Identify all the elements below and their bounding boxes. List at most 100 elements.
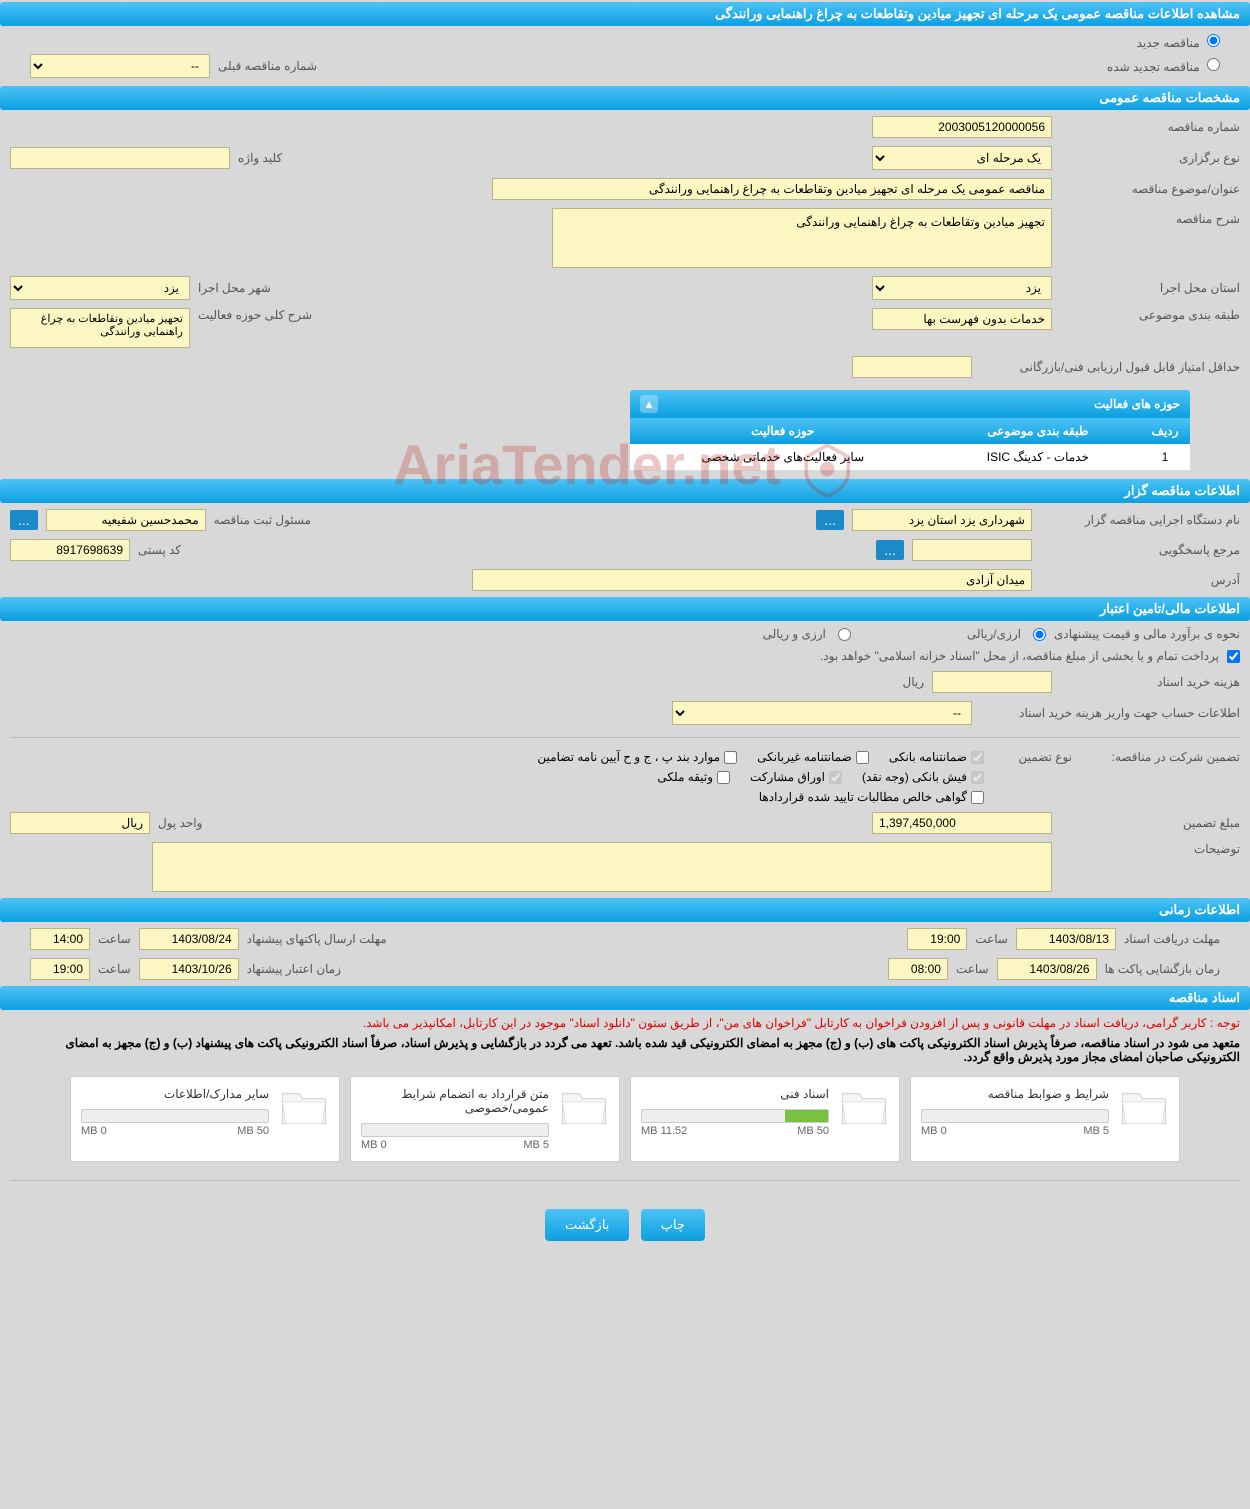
guarantee-label: تضمین شرکت در مناقصه:	[1080, 750, 1240, 764]
col-activity: حوزه فعالیت	[630, 418, 936, 444]
radio-rial[interactable]	[1033, 628, 1046, 641]
section-financial: اطلاعات مالی/تامین اعتبار	[0, 597, 1250, 621]
respondent-label: مرجع پاسخگویی	[1040, 543, 1240, 557]
activity-scope-label: شرح کلی حوزه فعالیت	[198, 308, 312, 322]
cb-bond-items[interactable]	[724, 751, 737, 764]
currency-label: واحد پول	[158, 816, 202, 830]
registrar-label: مسئول ثبت مناقصه	[214, 513, 311, 527]
divider	[10, 737, 1240, 738]
print-button[interactable]: چاپ	[641, 1209, 705, 1241]
keyword-input[interactable]	[10, 147, 230, 169]
org-name-value: شهرداری یزد استان یزد	[852, 509, 1032, 531]
progress-bar	[81, 1109, 269, 1123]
amount-value: 1,397,450,000	[872, 812, 1052, 834]
activity-title-text: حوزه های فعالیت	[1094, 397, 1180, 411]
estimate-label: نحوه ی برآورد مالی و قیمت پیشنهادی	[1054, 627, 1240, 641]
opening-time: 08:00	[888, 958, 948, 980]
cb-bank-guarantee[interactable]	[971, 751, 984, 764]
activity-scope-value[interactable]: تجهیز میادین وتقاطعات به چراغ راهنمایی و…	[10, 308, 190, 348]
prev-tender-select[interactable]: --	[30, 54, 210, 78]
section-timing: اطلاعات زمانی	[0, 898, 1250, 922]
notes-value	[152, 842, 1052, 892]
activity-table: ردیف طبقه بندی موضوعی حوزه فعالیت 1 خدما…	[630, 418, 1190, 471]
subject-label: عنوان/موضوع مناقصه	[1060, 182, 1240, 196]
folder-icon	[559, 1087, 609, 1127]
type-select[interactable]: یک مرحله ای	[872, 146, 1052, 170]
cb-bank-receipt[interactable]	[971, 771, 984, 784]
postal-value: 8917698639	[10, 539, 130, 561]
desc-label: شرح مناقصه	[1060, 208, 1240, 226]
category-label: طبقه بندی موضوعی	[1060, 308, 1240, 322]
registrar-lookup-button[interactable]: ...	[10, 510, 38, 530]
respondent-lookup-button[interactable]: ...	[876, 540, 904, 560]
city-label: شهر محل اجرا	[198, 281, 271, 295]
doc-note-2: متعهد می شود در اسناد مناقصه، صرفاً پذیر…	[0, 1034, 1250, 1066]
validity-time: 19:00	[30, 958, 90, 980]
opening-date: 1403/08/26	[997, 958, 1097, 980]
radio-new-label: مناقصه جدید	[1137, 36, 1200, 50]
org-lookup-button[interactable]: ...	[816, 510, 844, 530]
city-select[interactable]: یزد	[10, 276, 190, 300]
table-row: 1 خدمات - کدینگ ISIC سایر فعالیت‌های خدم…	[630, 444, 1190, 471]
respondent-input[interactable]	[912, 539, 1032, 561]
cb-property[interactable]	[717, 771, 730, 784]
currency-option-label: ارزی و ریالی	[763, 627, 826, 641]
collapse-icon[interactable]: ▴	[640, 395, 658, 413]
currency-value: ریال	[10, 812, 150, 834]
folder-icon	[1119, 1087, 1169, 1127]
receive-date: 1403/08/13	[1016, 928, 1116, 950]
org-name-label: نام دستگاه اجرایی مناقصه گزار	[1040, 513, 1240, 527]
min-score-label: حداقل امتیاز قابل قبول ارزیابی فنی/بازرگ…	[980, 360, 1240, 374]
doc-note-1: توجه : کاربر گرامی، دریافت اسناد در مهلت…	[0, 1012, 1250, 1034]
address-value: میدان آزادی	[472, 569, 1032, 591]
doc-cost-unit: ریال	[902, 675, 924, 689]
min-score-input[interactable]	[852, 356, 972, 378]
folder-icon	[839, 1087, 889, 1127]
doc-card[interactable]: متن قرارداد به انضمام شرایط عمومی/خصوصی …	[350, 1076, 620, 1162]
radio-renewed-tender[interactable]	[1207, 58, 1220, 71]
subject-value: مناقصه عمومی یک مرحله ای تجهیز میادین وت…	[492, 178, 1052, 200]
submit-deadline-label: مهلت ارسال پاکتهای پیشنهاد	[247, 932, 387, 946]
prev-tender-label: شماره مناقصه قبلی	[218, 59, 317, 73]
postal-label: کد پستی	[138, 543, 181, 557]
registrar-value: محمدحسین شفیعیه	[46, 509, 206, 531]
address-label: آدرس	[1040, 573, 1240, 587]
doc-cost-label: هزینه خرید اسناد	[1060, 675, 1240, 689]
cb-securities[interactable]	[829, 771, 842, 784]
cb-nonbank-guarantee[interactable]	[856, 751, 869, 764]
rial-option-label: ارزی/ریالی	[967, 627, 1021, 641]
opening-label: زمان بازگشایی پاکت ها	[1105, 962, 1220, 976]
section-general: مشخصات مناقصه عمومی	[0, 86, 1250, 110]
validity-date: 1403/10/26	[139, 958, 239, 980]
treasury-checkbox[interactable]	[1227, 650, 1240, 663]
radio-currency[interactable]	[838, 628, 851, 641]
doc-card[interactable]: اسناد فنی 50 MB11.52 MB	[630, 1076, 900, 1162]
province-select[interactable]: یزد	[872, 276, 1052, 300]
doc-card[interactable]: شرایط و ضوابط مناقصه 5 MB0 MB	[910, 1076, 1180, 1162]
submit-date: 1403/08/24	[139, 928, 239, 950]
notes-label: توضیحات	[1060, 842, 1240, 856]
account-label: اطلاعات حساب جهت واریز هزینه خرید اسناد	[980, 706, 1240, 720]
page-title: مشاهده اطلاعات مناقصه عمومی یک مرحله ای …	[715, 6, 1240, 21]
receive-time-label: ساعت	[975, 932, 1008, 946]
activity-panel-header: حوزه های فعالیت ▴	[630, 390, 1190, 418]
radio-new-tender[interactable]	[1207, 34, 1220, 47]
receive-deadline-label: مهلت دریافت اسناد	[1124, 932, 1220, 946]
receive-time: 19:00	[907, 928, 967, 950]
divider-bottom	[10, 1180, 1240, 1181]
amount-label: مبلغ تضمین	[1060, 816, 1240, 830]
type-label: نوع برگزاری	[1060, 151, 1240, 165]
doc-card[interactable]: سایر مدارک/اطلاعات 50 MB0 MB	[70, 1076, 340, 1162]
tender-no-value: 2003005120000056	[872, 116, 1052, 138]
progress-bar	[921, 1109, 1109, 1123]
section-documents: اسناد مناقصه	[0, 986, 1250, 1010]
desc-value: تجهیز میادین وتقاطعات به چراغ راهنمایی و…	[552, 208, 1052, 268]
cb-certificate[interactable]	[971, 791, 984, 804]
tender-no-label: شماره مناقصه	[1060, 120, 1240, 134]
payment-note: پرداخت تمام و یا بخشی از مبلغ مناقصه، از…	[820, 649, 1219, 663]
back-button[interactable]: بازگشت	[545, 1209, 629, 1241]
guarantee-type-label: نوع تضمین	[992, 750, 1072, 764]
doc-cost-input[interactable]	[932, 671, 1052, 693]
account-select[interactable]: --	[672, 701, 972, 725]
validity-label: زمان اعتبار پیشنهاد	[247, 962, 341, 976]
